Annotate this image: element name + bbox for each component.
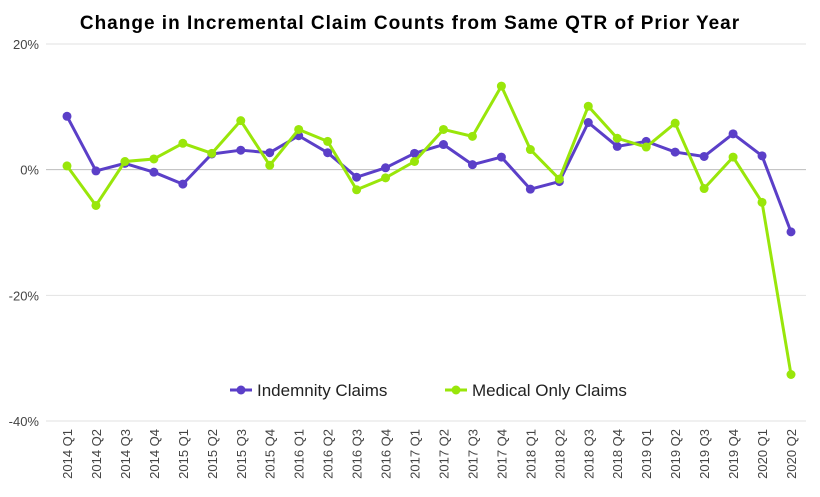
x-tick-label: 2019 Q4 [726,429,741,479]
x-tick-label: 2017 Q3 [465,429,480,479]
data-point [699,184,709,194]
data-point [554,174,564,184]
data-point [381,163,391,173]
data-point [670,147,680,157]
data-point [786,370,796,380]
data-point [467,160,477,170]
x-tick-label: 2016 Q1 [292,429,307,479]
x-tick-label: 2018 Q1 [523,429,538,479]
data-point [91,200,101,210]
x-tick-label: 2015 Q1 [176,429,191,479]
legend-marker [236,385,246,395]
series-line [65,84,793,375]
x-tick-label: 2020 Q2 [784,429,799,479]
data-point [583,101,593,111]
x-tick-label: 2018 Q4 [610,429,625,479]
data-point [62,161,72,171]
data-point [496,81,506,91]
data-point [265,148,275,158]
legend-marker [451,385,461,395]
data-point [612,133,622,143]
x-tick-label: 2018 Q3 [581,429,596,479]
x-tick-label: 2018 Q2 [552,429,567,479]
series-1 [62,81,796,380]
data-point [323,136,333,146]
series-0 [62,111,796,237]
legend-label: Medical Only Claims [472,381,627,400]
data-point [91,166,101,176]
data-point [294,124,304,134]
data-point [757,197,767,207]
x-tick-label: 2019 Q2 [668,429,683,479]
chart-title: Change in Incremental Claim Counts from … [80,13,740,34]
x-tick-label: 2019 Q3 [697,429,712,479]
data-point [149,167,159,177]
x-tick-label: 2019 Q1 [639,429,654,479]
x-tick-label: 2020 Q1 [755,429,770,479]
legend-item: Indemnity Claims [230,381,387,400]
data-point [120,156,130,166]
data-point [207,148,217,158]
y-tick-label: -40% [9,414,40,429]
data-point [467,131,477,141]
data-point [149,154,159,164]
data-point [352,172,362,182]
x-tick-label: 2015 Q4 [263,429,278,479]
x-tick-label: 2014 Q1 [60,429,75,479]
x-tick-label: 2017 Q2 [436,429,451,479]
data-point [641,142,651,152]
data-point [178,179,188,189]
legend-item: Medical Only Claims [445,381,627,400]
data-point [757,151,767,161]
data-point [583,118,593,128]
x-tick-label: 2015 Q3 [234,429,249,479]
data-point [612,141,622,151]
data-point [236,116,246,126]
x-tick-label: 2014 Q2 [89,429,104,479]
data-point [265,160,275,170]
data-point [728,152,738,162]
series-line [65,115,793,233]
data-point [62,111,72,121]
y-tick-label: 0% [20,163,39,178]
data-point [728,129,738,139]
y-tick-label: 20% [13,37,39,52]
data-point [178,138,188,148]
x-tick-label: 2016 Q3 [350,429,365,479]
data-point [438,140,448,150]
data-point [352,185,362,195]
x-tick-label: 2017 Q4 [494,429,509,479]
data-point [438,124,448,134]
data-point [525,145,535,155]
x-tick-label: 2014 Q4 [147,429,162,479]
data-point [410,148,420,158]
x-tick-label: 2015 Q2 [205,429,220,479]
legend-label: Indemnity Claims [257,381,387,400]
data-point [786,227,796,237]
data-point [410,156,420,166]
x-tick-label: 2016 Q4 [379,429,394,479]
data-point [381,173,391,183]
data-point [670,118,680,128]
x-tick-label: 2016 Q2 [321,429,336,479]
data-point [323,148,333,158]
data-point [525,184,535,194]
x-tick-label: 2017 Q1 [408,429,423,479]
x-tick-label: 2014 Q3 [118,429,133,479]
data-point [496,152,506,162]
data-point [699,151,709,161]
data-point [236,145,246,155]
y-tick-label: -20% [9,288,40,303]
